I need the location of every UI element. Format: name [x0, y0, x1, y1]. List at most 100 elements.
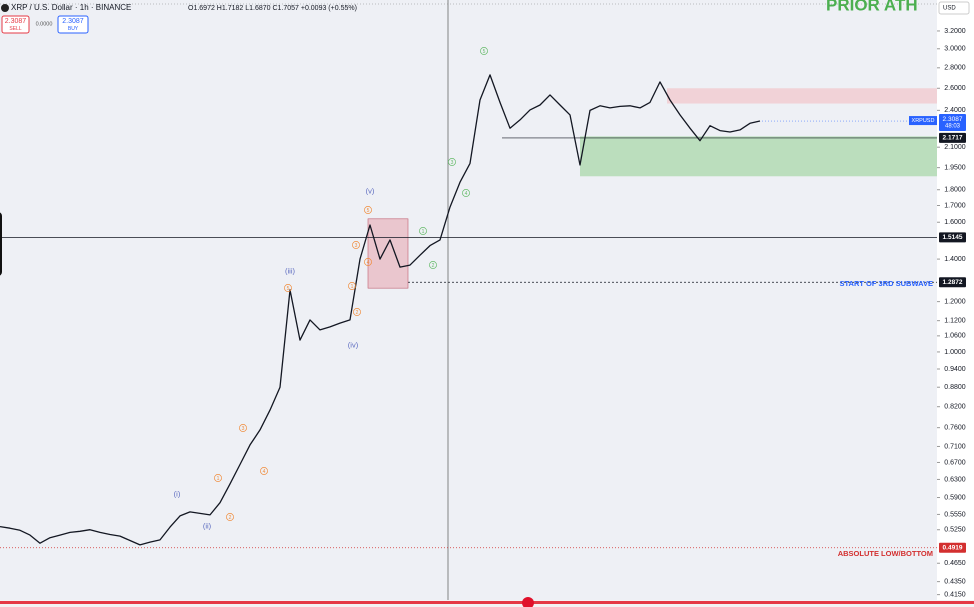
level-tag — [939, 542, 966, 553]
wave-label: 3 — [355, 243, 358, 249]
y-tick-label: 2.6000 — [944, 85, 966, 92]
level-tag-label: 1.2872 — [943, 279, 963, 286]
sell-price: 2.3087 — [5, 18, 27, 25]
last-price-name-tag — [909, 116, 937, 126]
wave-marker — [348, 282, 356, 290]
wave-label: (iii) — [285, 266, 295, 275]
wave-marker — [419, 227, 427, 235]
level-tag-label: 1.5145 — [943, 234, 963, 241]
ohlc: O1.6972 H1.7182 L1.6870 C1.7057 +0.0093 … — [188, 5, 357, 12]
zone — [580, 136, 937, 177]
wave-label: 3 — [242, 426, 245, 432]
y-tick-label: 0.5250 — [944, 527, 966, 534]
last-price-countdown: 48:03 — [945, 124, 961, 130]
wave-label: 2 — [432, 263, 435, 269]
wave-marker — [448, 158, 456, 166]
y-tick-label: 3.2000 — [944, 28, 966, 35]
last-price-name: XRPUSD — [912, 118, 935, 124]
zone — [667, 88, 937, 104]
price-axis — [937, 0, 974, 600]
annotation: PRIOR ATH — [826, 0, 918, 14]
y-tick-label: 3.0000 — [944, 46, 966, 53]
level-tag-label: 0.4919 — [943, 544, 963, 551]
y-tick-label: 0.9400 — [944, 366, 966, 373]
y-tick-label: 2.1000 — [944, 144, 966, 151]
wave-label: 5 — [483, 49, 486, 55]
y-tick-label: 2.8000 — [944, 65, 966, 72]
plot-area: XRPUSD PRIOR ATH START OF 3RD SUBWAVE ABSOL… — [0, 0, 937, 600]
level-tag — [939, 232, 966, 243]
wave-label: 1 — [422, 229, 425, 235]
wave-label: 4 — [367, 260, 370, 266]
wave-marker — [462, 189, 470, 197]
progress-handle[interactable] — [522, 597, 534, 607]
wave-marker — [284, 284, 292, 292]
price-axis-labels: 3.2000 3.0000 2.8000 2.6000 2.4000 2.1000 1.95… — [937, 28, 966, 598]
wave-label: 3 — [451, 160, 454, 166]
y-tick-label: 0.6700 — [944, 459, 966, 466]
annotation: START OF 3RD SUBWAVE — [840, 279, 933, 288]
y-tick-label: 1.1200 — [944, 318, 966, 325]
currency-button[interactable] — [938, 1, 970, 15]
wave-marker — [480, 47, 488, 55]
wave-marker — [353, 308, 361, 316]
wave-label: 4 — [465, 191, 468, 197]
y-tick-label: 1.6000 — [944, 219, 966, 226]
buy-label: BUY — [68, 26, 79, 32]
wave-label: (iv) — [348, 340, 359, 349]
y-tick-label: 0.4350 — [944, 578, 966, 585]
wave-label: 1 — [351, 284, 354, 290]
y-tick-label: 0.7600 — [944, 425, 966, 432]
last-price-tag — [939, 114, 966, 132]
zone — [367, 218, 409, 289]
wave-label: 4 — [263, 469, 266, 475]
symbol: XRP / U.S. Dollar · 1h · BINANCE — [11, 3, 131, 12]
y-tick-label: 1.7000 — [944, 202, 966, 209]
y-tick-label: 2.4000 — [944, 107, 966, 114]
wave-marker — [239, 424, 247, 432]
y-tick-label: 0.7100 — [944, 443, 966, 450]
y-tick-label: 0.6300 — [944, 476, 966, 483]
y-tick-label: 0.5900 — [944, 494, 966, 501]
side-handle — [0, 212, 2, 276]
header: XRP / U.S. Dollar · 1h · BINANCE O1.6972… — [1, 1, 970, 34]
y-tick-label: 1.8000 — [944, 187, 966, 194]
wave-label: 1 — [217, 476, 220, 482]
wave-marker — [352, 241, 360, 249]
level-tag-label: 2.1717 — [943, 135, 963, 142]
price-line — [0, 74, 761, 546]
wave-marker — [364, 206, 372, 214]
level-tag — [939, 277, 966, 288]
last-price-label: 2.3087 — [943, 116, 963, 123]
wave-marker — [214, 474, 222, 482]
annotation: ABSOLUTE LOW/BOTTOM — [838, 549, 933, 558]
wave-label: (i) — [174, 489, 181, 498]
wave-label: (v) — [366, 186, 375, 195]
wave-label: 5 — [287, 286, 290, 292]
y-tick-label: 1.2000 — [944, 298, 966, 305]
sell-label: SELL — [9, 26, 21, 32]
y-tick-label: 0.4150 — [944, 591, 966, 598]
wave-label: 2 — [229, 515, 232, 521]
wave-marker — [226, 513, 234, 521]
wave-marker — [260, 467, 268, 475]
y-tick-label: 0.8800 — [944, 384, 966, 391]
sell-button[interactable] — [1, 15, 30, 34]
level-tag — [939, 132, 966, 143]
symbol-icon — [1, 4, 9, 12]
spread: 0.0000 — [36, 21, 53, 27]
y-tick-label: 1.0600 — [944, 333, 966, 340]
y-tick-label: 0.5550 — [944, 511, 966, 518]
buy-button[interactable] — [57, 15, 89, 34]
wave-label: (ii) — [203, 521, 212, 530]
y-tick-label: 1.4000 — [944, 256, 966, 263]
y-tick-label: 0.4650 — [944, 560, 966, 567]
wave-marker — [429, 261, 437, 269]
progress-bar — [0, 601, 974, 604]
y-tick-label: 0.8200 — [944, 404, 966, 411]
wave-marker — [364, 258, 372, 266]
wave-label: 2 — [356, 310, 359, 316]
y-tick-label: 1.9500 — [944, 164, 966, 171]
